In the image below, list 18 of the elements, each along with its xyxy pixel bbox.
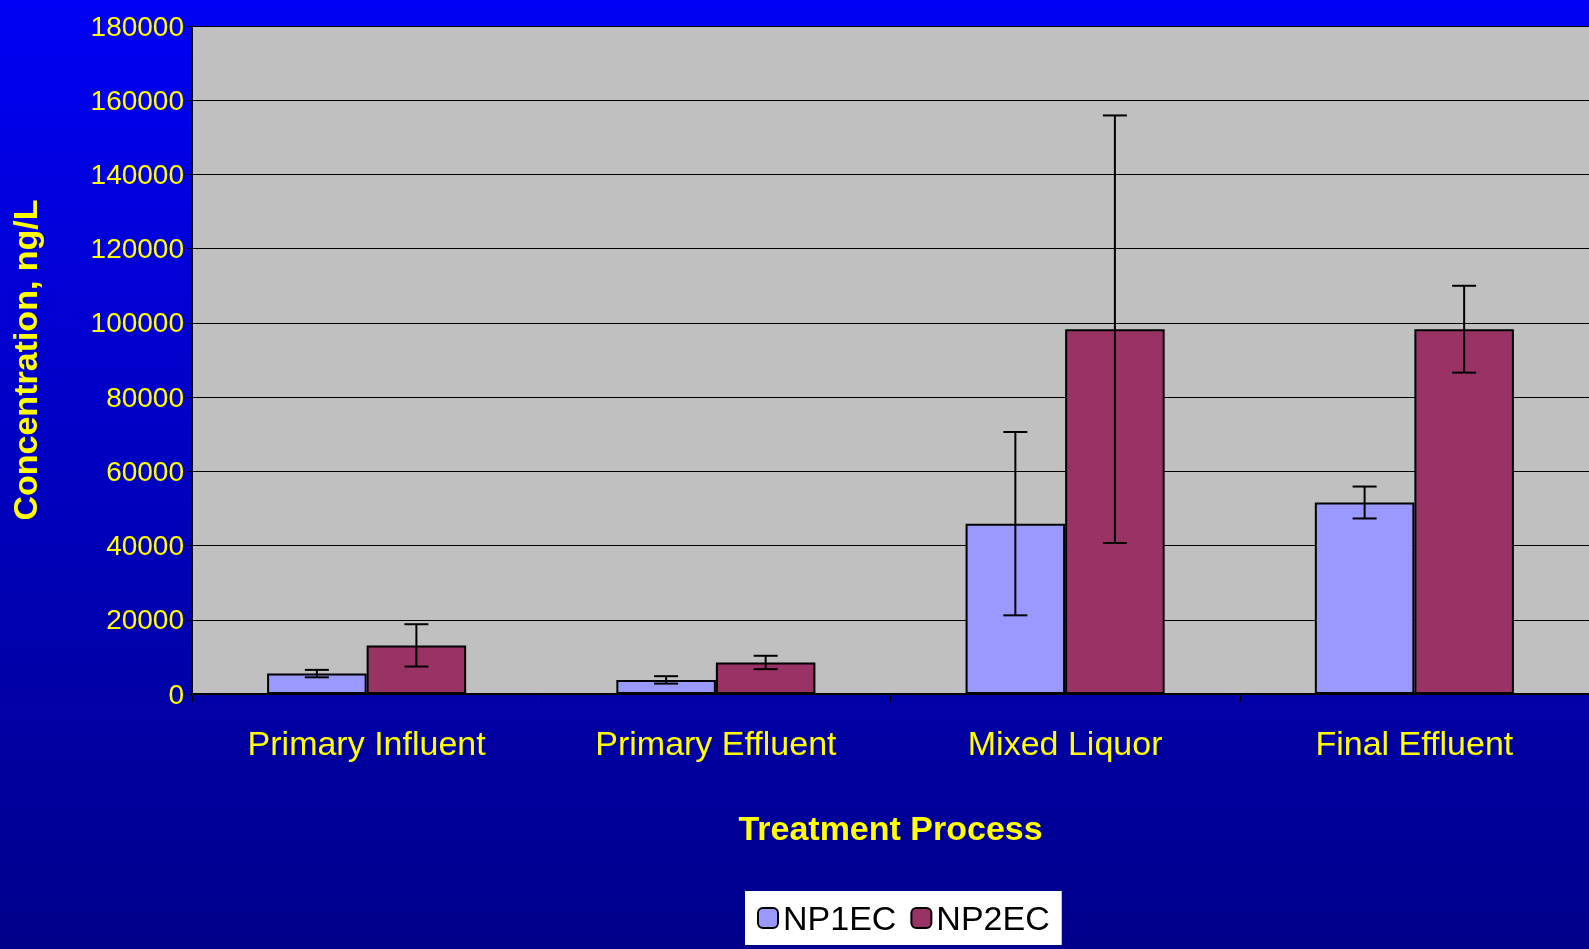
x-tick-label: Final Effluent	[1315, 724, 1514, 762]
y-tick-label: 80000	[106, 381, 184, 413]
y-axis-title: Concentration, ng/L	[6, 199, 44, 521]
y-tick-label: 0	[168, 678, 184, 710]
y-tick-label: 160000	[90, 84, 184, 116]
y-tick-label: 60000	[106, 455, 184, 487]
y-tick-label: 100000	[90, 307, 184, 339]
legend-label: NP2EC	[936, 899, 1050, 937]
x-tick-label: Mixed Liquor	[967, 724, 1163, 762]
y-tick-label: 180000	[90, 10, 184, 42]
x-tick-label: Primary Influent	[247, 724, 487, 762]
y-tick-label: 120000	[90, 233, 184, 265]
y-tick-label: 20000	[106, 604, 184, 636]
y-tick-label: 140000	[90, 158, 184, 190]
x-tick-label: Primary Effluent	[595, 724, 838, 762]
x-axis-title: Treatment Process	[738, 809, 1043, 847]
legend-label: NP1EC	[783, 899, 897, 937]
y-tick-label: 40000	[106, 530, 184, 562]
